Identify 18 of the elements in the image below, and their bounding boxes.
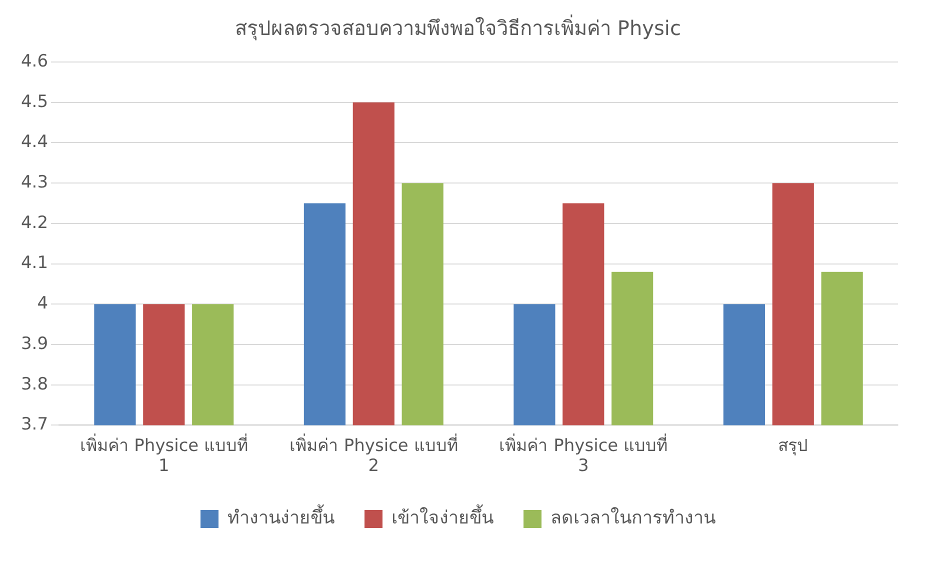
y-tick-label: 4 (37, 294, 48, 314)
y-tick-label: 3.8 (20, 374, 48, 394)
legend-label: ลดเวลาในการทำงาน (550, 506, 716, 529)
y-tick-label: 4.2 (20, 212, 48, 233)
x-tick-label: เพิ่มค่า Physice แบบที่ 2 (290, 432, 458, 476)
x-tick-label: เพิ่มค่า Physice แบบที่ 1 (80, 432, 248, 476)
chart-title: สรุปผลตรวจสอบความพึงพอใจวิธีการเพิ่มค่า Physic (235, 14, 681, 42)
y-tick-label: 4.4 (20, 132, 48, 152)
y-tick-label: 4.5 (20, 92, 48, 112)
legend-label: ทำงานง่ายขึ้น (228, 504, 334, 529)
y-tick-label: 3.9 (20, 334, 48, 354)
x-tick-label: สรุป (778, 436, 808, 456)
legend-label: เข้าใจง่ายขึ้น (392, 504, 494, 529)
x-tick-label: เพิ่มค่า Physice แบบที่ 3 (499, 432, 668, 476)
y-tick-label: 3.7 (20, 414, 48, 435)
y-tick-label: 4.1 (20, 253, 48, 274)
y-tick-label: 4.6 (20, 51, 48, 72)
y-tick-label: 4.3 (20, 172, 48, 192)
